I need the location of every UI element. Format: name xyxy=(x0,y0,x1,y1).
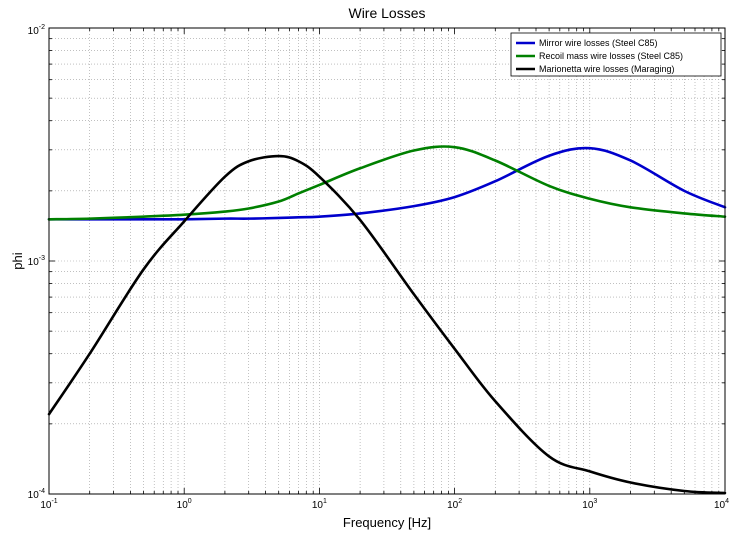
legend-entry-mirror: Mirror wire losses (Steel C85) xyxy=(516,38,658,48)
series-line-mirror xyxy=(47,146,727,221)
y-axis-label: phi xyxy=(10,252,25,269)
x-tick-label: 103 xyxy=(582,498,597,511)
x-tick-labels: 10-1 100 101 102 103 104 xyxy=(40,498,729,511)
x-tick-label: 104 xyxy=(714,498,729,511)
y-tick-labels: 10-4 10-3 10-2 xyxy=(28,24,45,501)
x-tick-label: 10-1 xyxy=(40,498,57,511)
y-tick-label: 10-4 xyxy=(28,488,45,501)
x-axis-label: Frequency [Hz] xyxy=(343,515,431,530)
x-tick-label: 101 xyxy=(312,498,327,511)
legend-entry-recoil-mass: Recoil mass wire losses (Steel C85) xyxy=(516,51,683,61)
x-tick-label: 102 xyxy=(447,498,462,511)
x-tick-label: 100 xyxy=(177,498,192,511)
plot-area-background xyxy=(49,28,725,494)
y-tick-label: 10-3 xyxy=(28,255,45,268)
legend-entry-marionetta: Marionetta wire losses (Maraging) xyxy=(516,64,675,74)
legend-label: Mirror wire losses (Steel C85) xyxy=(539,38,658,48)
tick-marks xyxy=(48,28,725,495)
series-line-recoil-mass xyxy=(47,145,727,221)
series-line-marionetta xyxy=(47,154,727,495)
y-tick-label: 10-2 xyxy=(28,24,45,37)
series-lines xyxy=(47,145,727,495)
legend-label: Marionetta wire losses (Maraging) xyxy=(539,64,675,74)
legend: Mirror wire losses (Steel C85) Recoil mas… xyxy=(510,32,722,77)
chart-title: Wire Losses xyxy=(348,5,425,21)
legend-label: Recoil mass wire losses (Steel C85) xyxy=(539,51,683,61)
legend-box xyxy=(510,32,722,77)
